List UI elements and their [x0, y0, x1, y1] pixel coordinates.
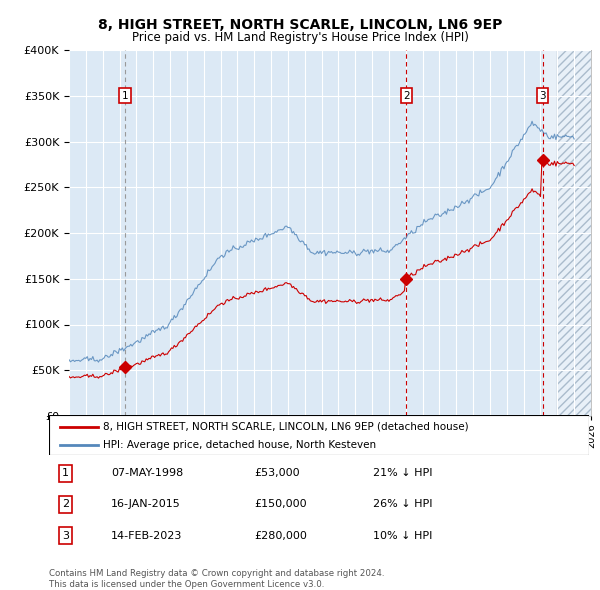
Text: HPI: Average price, detached house, North Kesteven: HPI: Average price, detached house, Nort…: [103, 441, 376, 450]
Bar: [557, 50, 599, 416]
Text: Price paid vs. HM Land Registry's House Price Index (HPI): Price paid vs. HM Land Registry's House …: [131, 31, 469, 44]
Text: £150,000: £150,000: [254, 500, 307, 509]
Text: 2: 2: [62, 500, 69, 509]
Text: 3: 3: [539, 91, 546, 101]
Bar: [542, 50, 557, 416]
Text: 26% ↓ HPI: 26% ↓ HPI: [373, 500, 433, 509]
Bar: [557, 50, 599, 416]
Text: Contains HM Land Registry data © Crown copyright and database right 2024.
This d: Contains HM Land Registry data © Crown c…: [49, 569, 385, 589]
Text: 1: 1: [62, 468, 69, 478]
Text: £280,000: £280,000: [254, 530, 307, 540]
Text: 10% ↓ HPI: 10% ↓ HPI: [373, 530, 433, 540]
Text: 1: 1: [122, 91, 129, 101]
Text: 8, HIGH STREET, NORTH SCARLE, LINCOLN, LN6 9EP: 8, HIGH STREET, NORTH SCARLE, LINCOLN, L…: [98, 18, 502, 32]
Text: 8, HIGH STREET, NORTH SCARLE, LINCOLN, LN6 9EP (detached house): 8, HIGH STREET, NORTH SCARLE, LINCOLN, L…: [103, 422, 469, 432]
Text: 14-FEB-2023: 14-FEB-2023: [112, 530, 182, 540]
Text: 2: 2: [403, 91, 410, 101]
Text: 3: 3: [62, 530, 69, 540]
Text: 21% ↓ HPI: 21% ↓ HPI: [373, 468, 433, 478]
Text: 16-JAN-2015: 16-JAN-2015: [112, 500, 181, 509]
Text: 07-MAY-1998: 07-MAY-1998: [112, 468, 184, 478]
Text: £53,000: £53,000: [254, 468, 300, 478]
